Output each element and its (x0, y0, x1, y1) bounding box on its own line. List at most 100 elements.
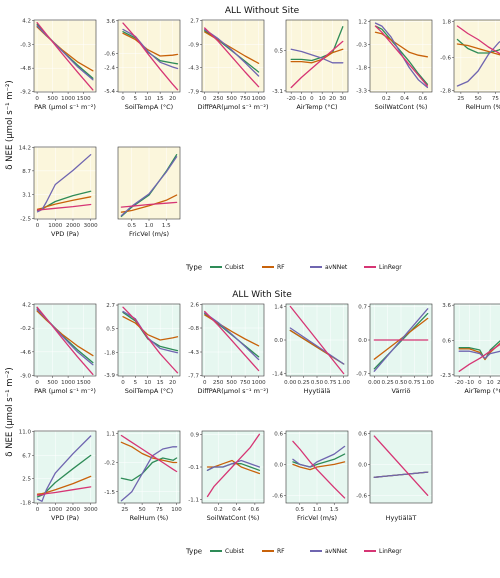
y-tick-label: -5.4 (104, 89, 115, 95)
y-tick-label: -4.6 (20, 350, 31, 356)
x-tick-label: 750 (240, 96, 251, 102)
y-tick-label: -0.2 (104, 461, 115, 467)
x-tick-label: 1.00 (338, 380, 351, 386)
y-axis-label-without-site: δ NEE (μmol s⁻¹ m⁻²) (5, 80, 15, 170)
x-tick-label: 2000 (66, 507, 80, 513)
panel-background (454, 304, 500, 376)
y-tick-label: -9.2 (20, 89, 31, 95)
x-tick-label: -10 (465, 380, 474, 386)
panel-background (454, 20, 500, 92)
x-tick-label: 75 (156, 507, 163, 513)
x-axis-label: FricVel (m/s) (129, 230, 169, 238)
x-tick-label: 20 (169, 96, 176, 102)
series-line-rf (122, 316, 179, 341)
x-tick-label: 500 (47, 96, 58, 102)
x-tick-label: 0 (36, 223, 40, 229)
y-tick-label: 0.0 (358, 462, 367, 468)
y-tick-label: -0.3 (20, 42, 31, 48)
x-tick-label: -20 (287, 96, 296, 102)
y-tick-label: 0.5 (274, 48, 283, 54)
series-line-linregr (374, 25, 429, 87)
series-group (289, 305, 345, 375)
x-tick-label: 0 (35, 380, 39, 386)
x-tick-label: 750 (240, 380, 251, 386)
series-group (373, 308, 429, 372)
x-tick-label: 0.2 (214, 507, 223, 513)
series-line-linregr (373, 435, 429, 496)
x-tick-label: 10 (144, 96, 151, 102)
panel-with-site-3: 0 250 500 750 1000 2.6 -0.8 -4.3 -7.7 DiffPAR(μmo… (188, 303, 268, 395)
y-tick-label: 0.9 (190, 432, 199, 438)
x-tick-label: 1000 (252, 380, 266, 386)
x-tick-label: 0 (310, 96, 314, 102)
x-tick-label: 0.50 (311, 380, 324, 386)
x-tick-label: 2000 (66, 223, 80, 229)
series-group (292, 440, 346, 499)
x-tick-label: 0.4 (232, 507, 241, 513)
x-tick-label: 0.00 (368, 380, 381, 386)
legend-without-site: Type Cubist RF avNNet LinRegr (185, 264, 402, 272)
panel-with-site-10: 0.5 1.0 1.5 0.6 0.0 -0.6 FricVel (m/s) (272, 430, 349, 522)
x-tick-label: 250 (213, 96, 224, 102)
x-tick-label: 20 (329, 96, 336, 102)
x-tick-label: 0.50 (395, 380, 408, 386)
x-tick-label: -20 (455, 380, 464, 386)
x-tick-label: 5 (134, 96, 138, 102)
series-line-avnnet (292, 445, 346, 468)
series-line-cubist (456, 38, 500, 54)
series-line-linregr (456, 25, 500, 55)
x-tick-label: 50 (475, 96, 482, 102)
section-title-without-site: ALL Without Site (225, 6, 300, 16)
panel-frame (453, 19, 500, 93)
y-tick-label: 0.5 (106, 326, 115, 332)
panel-background (34, 431, 96, 503)
legend-label-linregr: LinRegr (379, 548, 402, 555)
series-line-rf (373, 317, 429, 360)
series-line-rf (292, 461, 346, 471)
legend-label-rf: RF (277, 548, 285, 555)
y-tick-label: -0.7 (356, 372, 367, 378)
series-line-linregr (204, 27, 260, 88)
y-tick-label: 0.6 (442, 339, 451, 345)
x-axis-label: DiffPAR(μmol s⁻¹ m⁻²) (197, 387, 268, 395)
x-tick-label: 0.75 (408, 380, 421, 386)
series-line-linregr (122, 306, 179, 374)
x-tick-label: 3000 (84, 507, 98, 513)
x-tick-label: 1.5 (162, 223, 171, 229)
x-axis-label: RelHum (%) (466, 103, 500, 111)
y-tick-label: 3.6 (106, 19, 115, 25)
series-line-linregr (292, 440, 346, 499)
series-line-rf (36, 310, 94, 357)
x-tick-label: 15 (157, 96, 164, 102)
series-line-rf (290, 48, 344, 64)
x-tick-label: 10 (487, 380, 494, 386)
series-line-rf (456, 43, 500, 56)
x-tick-label: 0.5 (127, 223, 136, 229)
x-tick-label: 0.25 (298, 380, 311, 386)
x-tick-label: 1.0 (145, 223, 154, 229)
x-tick-label: 1000 (61, 96, 75, 102)
panel-frame (201, 19, 265, 93)
y-tick-label: 0.0 (358, 338, 367, 344)
y-tick-label: -0.6 (356, 493, 367, 499)
y-tick-label: 0.0 (274, 462, 283, 468)
y-tick-label: -3.3 (356, 88, 367, 94)
x-tick-label: 0 (121, 380, 125, 386)
y-tick-label: -9.0 (20, 373, 31, 379)
x-tick-label: 10 (144, 380, 151, 386)
series-group (373, 435, 429, 496)
series-line-rf (120, 194, 178, 213)
x-axis-label: AirTemp (°C) (296, 103, 337, 111)
series-group (204, 27, 260, 88)
y-tick-label: -1.4 (272, 372, 283, 378)
y-tick-label: 8.7 (22, 169, 31, 175)
series-group (122, 22, 179, 91)
x-tick-label: 0.6 (251, 507, 260, 513)
y-tick-label: -0.2 (20, 326, 31, 332)
x-tick-label: 500 (47, 380, 58, 386)
x-tick-label: 1.5 (330, 507, 339, 513)
y-tick-label: 0.7 (358, 304, 367, 310)
x-axis-label: AirTemp (°C) (464, 387, 500, 395)
y-tick-label: -2.5 (20, 217, 31, 223)
panel-without-site-1: 0 500 1000 1500 4.2 -0.3 -4.8 -9.2 PAR (μmol s⁻¹… (20, 19, 97, 111)
